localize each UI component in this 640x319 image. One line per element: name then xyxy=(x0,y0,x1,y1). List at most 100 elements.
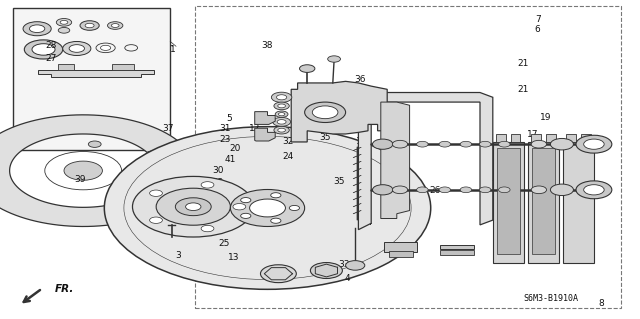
Circle shape xyxy=(576,181,612,199)
Circle shape xyxy=(150,217,163,223)
Text: 31: 31 xyxy=(220,124,231,133)
Polygon shape xyxy=(563,142,594,263)
Polygon shape xyxy=(255,128,275,141)
Text: 16: 16 xyxy=(356,137,367,146)
Circle shape xyxy=(88,141,101,147)
Text: 23: 23 xyxy=(220,135,231,144)
Text: 32: 32 xyxy=(282,137,294,146)
Circle shape xyxy=(201,225,214,232)
Circle shape xyxy=(175,198,211,216)
Circle shape xyxy=(499,187,510,193)
Polygon shape xyxy=(493,142,524,263)
Circle shape xyxy=(69,45,84,52)
Text: 29: 29 xyxy=(390,146,401,155)
Polygon shape xyxy=(496,134,506,142)
Polygon shape xyxy=(389,251,413,257)
Text: 4: 4 xyxy=(344,274,349,283)
Circle shape xyxy=(417,141,428,147)
Circle shape xyxy=(132,176,254,237)
Text: 19: 19 xyxy=(540,113,551,122)
Polygon shape xyxy=(566,134,576,142)
Polygon shape xyxy=(38,70,154,77)
Polygon shape xyxy=(440,250,474,255)
Text: 41: 41 xyxy=(225,155,236,164)
Text: 12: 12 xyxy=(249,124,260,133)
Circle shape xyxy=(460,187,472,193)
Text: 25: 25 xyxy=(218,239,230,248)
Circle shape xyxy=(278,128,285,132)
Circle shape xyxy=(277,120,286,124)
Polygon shape xyxy=(531,134,541,142)
Circle shape xyxy=(250,199,285,217)
Circle shape xyxy=(274,126,289,134)
Circle shape xyxy=(186,203,201,211)
Polygon shape xyxy=(497,148,520,254)
Circle shape xyxy=(271,218,281,223)
Circle shape xyxy=(32,44,55,55)
Text: 9: 9 xyxy=(605,140,611,149)
Polygon shape xyxy=(0,115,180,226)
Circle shape xyxy=(100,45,111,50)
Circle shape xyxy=(201,182,214,188)
Text: 13: 13 xyxy=(228,253,239,262)
Circle shape xyxy=(584,185,604,195)
Circle shape xyxy=(241,213,251,219)
Circle shape xyxy=(260,265,296,283)
Circle shape xyxy=(392,186,408,194)
Circle shape xyxy=(241,197,251,203)
Circle shape xyxy=(550,184,573,196)
Polygon shape xyxy=(528,142,559,263)
Circle shape xyxy=(58,27,70,33)
Circle shape xyxy=(531,186,547,194)
Polygon shape xyxy=(381,102,410,219)
Circle shape xyxy=(233,204,246,210)
Circle shape xyxy=(230,189,305,226)
Text: 28: 28 xyxy=(45,41,57,50)
Text: 22: 22 xyxy=(212,178,223,187)
Text: 27: 27 xyxy=(45,54,57,63)
Text: 11: 11 xyxy=(505,159,516,168)
Circle shape xyxy=(108,22,123,29)
Text: 30: 30 xyxy=(212,166,223,175)
Circle shape xyxy=(150,190,163,197)
Text: 2: 2 xyxy=(540,171,545,180)
Circle shape xyxy=(85,23,94,28)
Circle shape xyxy=(45,152,122,190)
Circle shape xyxy=(156,188,230,225)
Circle shape xyxy=(274,102,289,110)
Circle shape xyxy=(29,25,45,33)
Circle shape xyxy=(63,41,91,56)
Text: 40: 40 xyxy=(313,112,324,121)
Text: 17: 17 xyxy=(527,130,538,139)
Text: 38: 38 xyxy=(262,41,273,50)
Circle shape xyxy=(576,135,612,153)
Polygon shape xyxy=(511,134,520,142)
Text: 14: 14 xyxy=(362,218,373,227)
Circle shape xyxy=(346,261,365,270)
Polygon shape xyxy=(546,134,556,142)
Circle shape xyxy=(300,65,315,72)
Circle shape xyxy=(56,19,72,26)
Polygon shape xyxy=(58,64,74,70)
Text: 1: 1 xyxy=(170,45,175,54)
Text: 26: 26 xyxy=(429,186,441,195)
Text: S6M3-B1910A: S6M3-B1910A xyxy=(524,294,579,303)
Circle shape xyxy=(531,140,547,148)
Text: 35: 35 xyxy=(353,102,364,111)
Text: 8: 8 xyxy=(599,299,604,308)
Circle shape xyxy=(111,24,119,27)
Polygon shape xyxy=(255,112,275,124)
Circle shape xyxy=(328,56,340,62)
Text: 3: 3 xyxy=(175,251,180,260)
Text: 35: 35 xyxy=(333,177,345,186)
Circle shape xyxy=(305,102,346,122)
Text: 10: 10 xyxy=(488,174,500,183)
Circle shape xyxy=(417,187,428,193)
Circle shape xyxy=(310,263,342,278)
Circle shape xyxy=(372,139,393,149)
Polygon shape xyxy=(112,64,134,70)
Text: 5: 5 xyxy=(227,114,232,122)
Circle shape xyxy=(550,138,573,150)
Circle shape xyxy=(278,113,285,116)
Circle shape xyxy=(479,141,491,147)
